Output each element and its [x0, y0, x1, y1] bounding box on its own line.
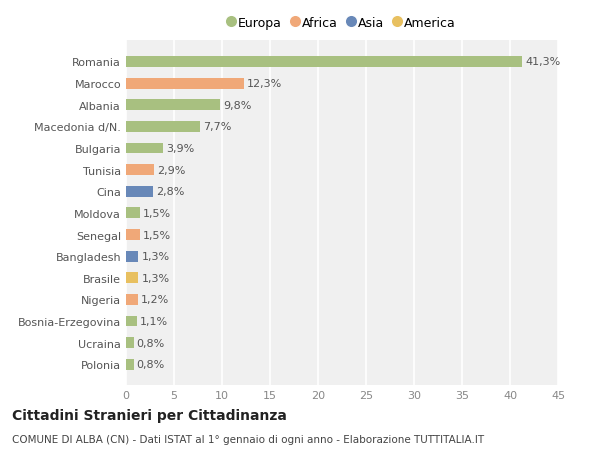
Text: 9,8%: 9,8%	[223, 101, 251, 111]
Legend: Europa, Africa, Asia, America: Europa, Africa, Asia, America	[224, 13, 460, 34]
Bar	[126, 78, 244, 90]
Text: 1,5%: 1,5%	[143, 230, 172, 240]
Text: 3,9%: 3,9%	[166, 144, 194, 154]
Bar	[126, 122, 200, 133]
Text: Cittadini Stranieri per Cittadinanza: Cittadini Stranieri per Cittadinanza	[12, 409, 287, 422]
Text: 0,8%: 0,8%	[137, 359, 165, 369]
Text: 41,3%: 41,3%	[526, 57, 560, 67]
Text: 1,1%: 1,1%	[139, 316, 167, 326]
Text: 7,7%: 7,7%	[203, 122, 231, 132]
Text: 12,3%: 12,3%	[247, 79, 282, 89]
Bar	[126, 251, 139, 262]
Bar	[126, 208, 140, 219]
Text: 2,8%: 2,8%	[156, 187, 184, 197]
Bar	[126, 294, 137, 305]
Bar	[126, 143, 163, 154]
Bar	[126, 100, 220, 111]
Text: COMUNE DI ALBA (CN) - Dati ISTAT al 1° gennaio di ogni anno - Elaborazione TUTTI: COMUNE DI ALBA (CN) - Dati ISTAT al 1° g…	[12, 434, 484, 444]
Bar	[126, 230, 140, 241]
Bar	[126, 57, 523, 68]
Text: 1,2%: 1,2%	[140, 295, 169, 305]
Bar	[126, 165, 154, 176]
Bar	[126, 186, 153, 197]
Text: 1,5%: 1,5%	[143, 208, 172, 218]
Bar	[126, 273, 139, 284]
Text: 2,9%: 2,9%	[157, 165, 185, 175]
Text: 1,3%: 1,3%	[142, 273, 169, 283]
Bar	[126, 359, 134, 370]
Bar	[126, 337, 134, 348]
Text: 1,3%: 1,3%	[142, 252, 169, 262]
Bar	[126, 316, 137, 327]
Text: 0,8%: 0,8%	[137, 338, 165, 348]
